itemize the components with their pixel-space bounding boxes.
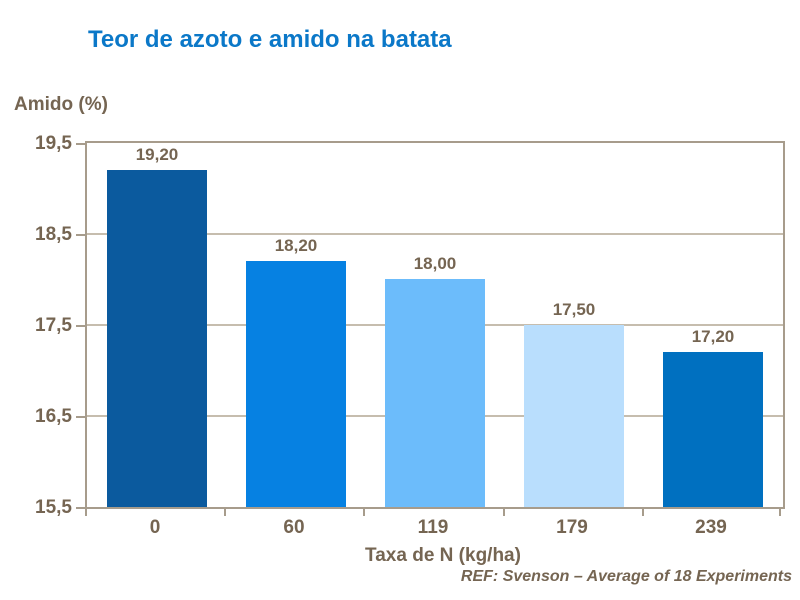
bar [246, 261, 346, 507]
bar [385, 279, 485, 507]
x-tick-mark [224, 509, 226, 516]
x-category-label: 179 [556, 517, 588, 538]
x-category-label: 119 [417, 517, 449, 538]
bar [107, 170, 207, 507]
x-category-label: 0 [149, 517, 161, 538]
y-tick-mark [76, 325, 85, 327]
y-tick-mark [76, 143, 85, 145]
bar-value-label: 18,20 [274, 236, 318, 255]
chart-title: Teor de azoto e amido na batata [88, 26, 452, 53]
y-tick-label: 17,5 [35, 315, 72, 336]
x-category-label: 239 [695, 517, 727, 538]
x-tick-mark [363, 509, 365, 516]
gridline [87, 233, 783, 235]
y-tick-mark [76, 507, 85, 509]
x-tick-mark [503, 509, 505, 516]
y-tick-label: 15,5 [35, 497, 72, 518]
bar-value-label: 19,20 [135, 145, 179, 164]
y-tick-mark [76, 234, 85, 236]
plot-area: 19,20 18,20 18,00 17,50 17,20 [85, 141, 785, 509]
y-tick-label: 18,5 [35, 224, 72, 245]
y-axis-tick-marks [76, 142, 85, 509]
bar [524, 325, 624, 507]
y-axis-title: Amido (%) [14, 94, 108, 115]
bar [663, 352, 763, 507]
y-tick-mark [76, 416, 85, 418]
x-tick-mark [85, 509, 87, 516]
x-tick-mark [779, 509, 781, 516]
bar-value-label: 17,20 [691, 327, 735, 346]
y-tick-label: 19,5 [35, 133, 72, 154]
x-axis-tick-labels: 0 60 119 179 239 [85, 517, 785, 541]
bar-value-label: 18,00 [413, 254, 457, 273]
y-tick-label: 16,5 [35, 406, 72, 427]
reference-annotation: REF: Svenson – Average of 18 Experiments [460, 568, 792, 585]
x-category-label: 60 [283, 517, 305, 538]
x-axis-tick-marks [85, 509, 785, 517]
y-axis-tick-labels: 19,5 18,5 17,5 16,5 15,5 [0, 133, 74, 518]
x-tick-mark [642, 509, 644, 516]
bar-value-label: 17,50 [552, 300, 596, 319]
x-axis-title: Taxa de N (kg/ha) [365, 545, 521, 566]
